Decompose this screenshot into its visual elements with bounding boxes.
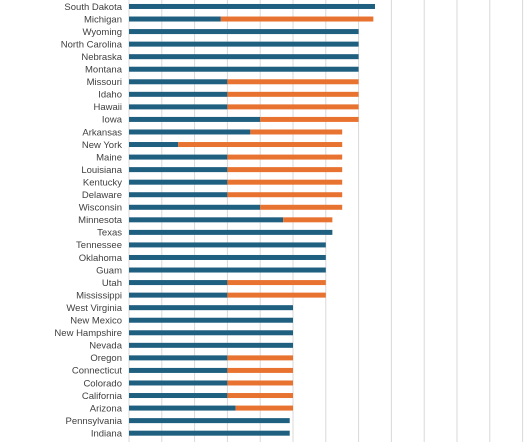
bar-segment-series-2 [235,405,293,411]
bar-segment-series-1 [129,367,228,373]
bar-segment-series-1 [129,254,326,260]
category-label: Texas [97,228,122,239]
bar-segment-series-1 [129,317,293,323]
bar-segment-series-1 [129,91,228,97]
category-label: Montana [85,65,123,76]
bar-segment-series-1 [129,154,228,160]
bar-segment-series-2 [227,367,293,373]
bar-segment-series-1 [129,229,333,235]
category-label: Maine [96,152,122,163]
bar-segment-series-1 [129,418,290,424]
category-label: Indiana [91,428,123,439]
category-label: Colorado [83,378,122,389]
category-label: Mississippi [76,290,122,301]
bar-segment-series-1 [129,66,359,72]
bar-segment-series-1 [129,405,236,411]
bar-segment-series-2 [227,91,359,97]
category-label: Iowa [102,115,123,126]
bar-segment-series-1 [129,16,221,22]
category-label: Oregon [90,353,122,364]
category-label: Guam [96,265,122,276]
bar-segment-series-1 [129,380,228,386]
category-label: Nebraska [81,52,122,63]
bar-segment-series-1 [129,242,326,248]
bar-segment-series-2 [227,167,343,173]
bar-segment-series-2 [227,355,293,361]
bar-segment-series-1 [129,280,228,286]
category-label: Wisconsin [79,203,122,214]
category-label: Delaware [82,190,122,201]
bar-segment-series-2 [260,116,359,122]
bar-segment-series-2 [178,142,343,148]
bar-segment-series-1 [129,104,228,110]
category-label: Nevada [89,341,122,352]
category-label: Minnesota [78,215,123,226]
bar-segment-series-1 [129,192,228,198]
bar-segment-series-1 [129,3,375,9]
category-label: Missouri [87,77,122,88]
category-label: Connecticut [72,366,123,377]
category-label: Tennessee [76,240,122,251]
bar-segment-series-2 [227,104,359,110]
bar-segment-series-1 [129,330,293,336]
bar-segment-series-2 [227,393,293,399]
category-label: Oklahoma [79,253,123,264]
bar-segment-series-2 [283,217,333,223]
category-label: Idaho [98,90,122,101]
category-label: Pennsylvania [65,416,122,427]
category-label: West Virginia [66,303,122,314]
bar-segment-series-1 [129,116,261,122]
bar-segment-series-1 [129,305,293,311]
bar-segment-series-1 [129,79,228,85]
bar-segment-series-2 [227,280,326,286]
bar-segment-series-2 [227,79,359,85]
bar-segment-series-2 [227,154,343,160]
bar-segment-series-1 [129,342,293,348]
bar-segment-series-1 [129,292,228,298]
bar-segment-series-1 [129,129,251,135]
bar-segment-series-1 [129,41,359,47]
bar-segment-series-1 [129,54,359,60]
bar-segment-series-1 [129,430,290,436]
bar-segment-series-2 [227,380,293,386]
category-label: Arizona [90,403,123,414]
category-label: New Hampshire [54,328,122,339]
category-label: Utah [102,278,122,289]
category-label: Louisiana [81,165,122,176]
bar-segment-series-1 [129,267,326,273]
category-label: Kentucky [83,177,122,188]
bar-segment-series-2 [227,179,343,185]
bar-segment-series-1 [129,167,228,173]
bar-segment-series-2 [227,192,343,198]
bar-segment-series-1 [129,29,359,35]
bar-segment-series-1 [129,142,179,148]
category-label: Arkansas [82,127,122,138]
bar-segment-series-2 [220,16,374,22]
category-label: Michigan [84,14,122,25]
bar-segment-series-1 [129,355,228,361]
bar-segment-series-1 [129,393,228,399]
bar-segment-series-2 [260,204,343,210]
bar-segment-series-1 [129,217,284,223]
category-label: New York [82,140,122,151]
category-label: New Mexico [70,316,122,327]
category-label: Wyoming [82,27,122,38]
category-label: South Dakota [64,2,122,13]
category-label: Hawaii [93,102,122,113]
category-label: California [82,391,123,402]
bar-segment-series-2 [250,129,343,135]
bar-segment-series-1 [129,179,228,185]
category-label: North Carolina [61,39,123,50]
bar-segment-series-2 [227,292,326,298]
bar-segment-series-1 [129,204,261,210]
